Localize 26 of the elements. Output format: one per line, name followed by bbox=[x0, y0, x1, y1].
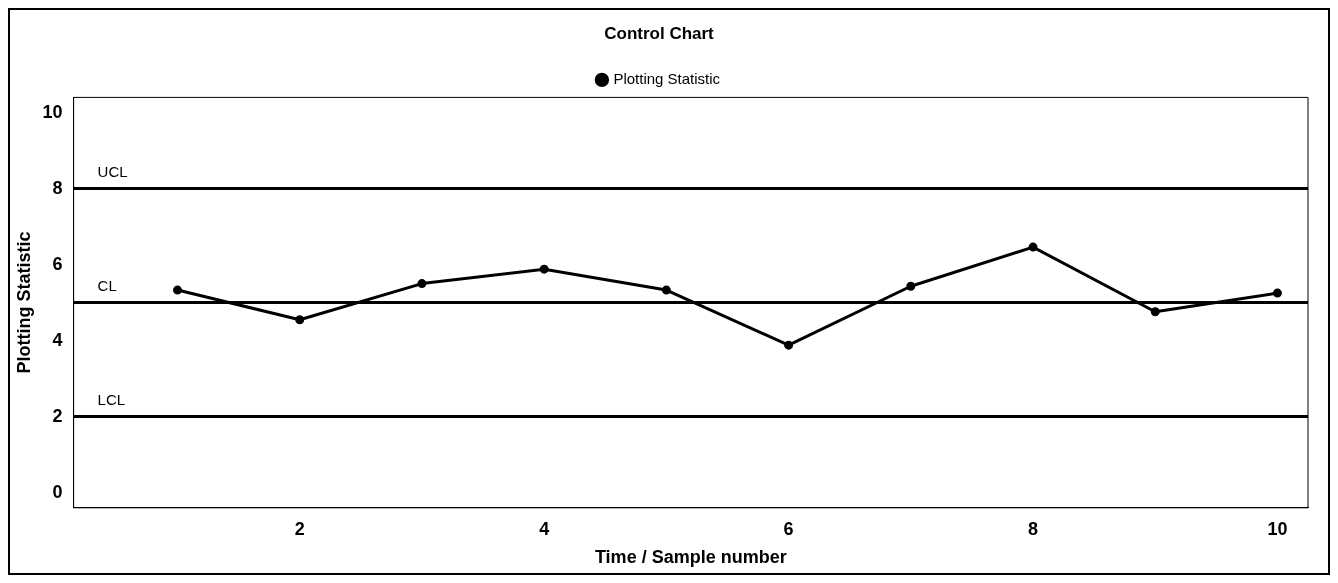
x-tick-label: 10 bbox=[1267, 518, 1288, 539]
x-tick-label: 6 bbox=[783, 518, 794, 539]
ref-line-label: UCL bbox=[97, 163, 128, 181]
point bbox=[906, 281, 916, 291]
point bbox=[784, 340, 794, 350]
y-axis-title: Plotting Statistic bbox=[13, 231, 34, 374]
y-tick-label: 10 bbox=[42, 101, 63, 122]
y-tick-label: 4 bbox=[52, 329, 63, 350]
point bbox=[1272, 288, 1282, 298]
point bbox=[661, 285, 671, 295]
y-tick-label: 6 bbox=[52, 253, 63, 274]
ref-line-label: CL bbox=[97, 277, 117, 295]
y-tick-label: 0 bbox=[52, 481, 63, 502]
point bbox=[1150, 307, 1160, 317]
x-tick-label: 2 bbox=[294, 518, 305, 539]
y-tick-label: 8 bbox=[52, 177, 63, 198]
x-tick-label: 4 bbox=[539, 518, 550, 539]
point bbox=[295, 315, 305, 325]
point bbox=[539, 264, 549, 274]
point bbox=[417, 279, 427, 289]
point bbox=[173, 285, 183, 295]
ref-line-label: LCL bbox=[97, 391, 126, 409]
chart-title: Control Chart bbox=[604, 23, 715, 43]
point bbox=[1028, 242, 1038, 252]
x-tick-label: 8 bbox=[1028, 518, 1039, 539]
y-tick-label: 2 bbox=[52, 405, 63, 426]
